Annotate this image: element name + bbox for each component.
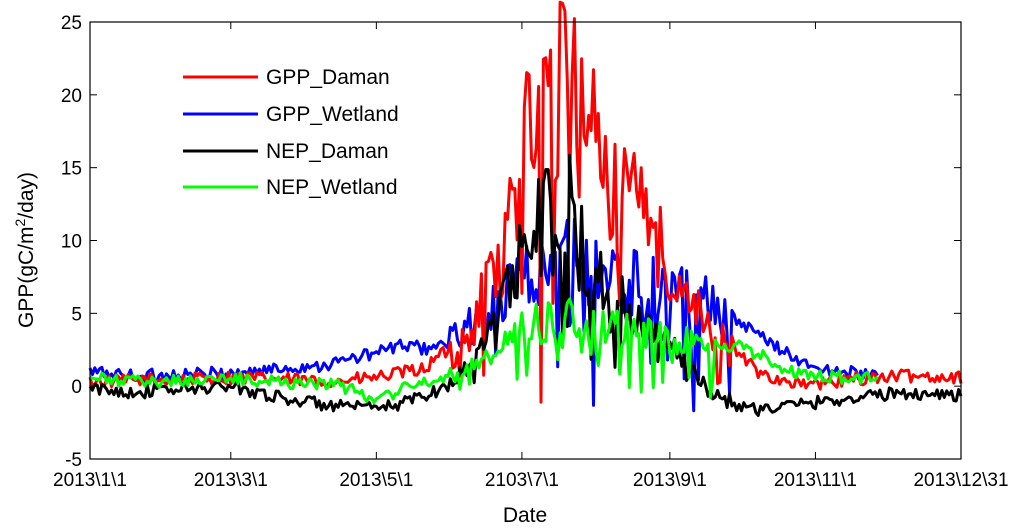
y-axis-label-main: GPP(gC/m <box>15 226 38 328</box>
y-tick-label: 20 <box>61 86 82 107</box>
y-axis-label-tail: /day) <box>15 172 38 219</box>
series-line-nep-daman <box>88 153 963 417</box>
x-tick-label: 2013\1\1 <box>53 470 127 491</box>
x-tick-label: 2013\5\1 <box>339 470 413 491</box>
y-tick-label: 15 <box>61 159 82 180</box>
legend-label-nep-wetland: NEP_Wetland <box>266 176 398 199</box>
x-tick-label: 2013\12\31 <box>913 470 1008 491</box>
y-tick-label: 10 <box>61 232 82 253</box>
legend-label-gpp-wetland: GPP_Wetland <box>266 103 399 126</box>
x-tick-label: 2013\9\1 <box>633 470 707 491</box>
y-axis: -5 0 5 10 15 20 25 <box>61 13 961 471</box>
legend-label-gpp-daman: GPP_Daman <box>266 66 390 89</box>
series-line-nep-wetland <box>89 297 879 405</box>
legend-label-nep-daman: NEP_Daman <box>266 140 389 163</box>
series-lines <box>88 0 963 417</box>
y-tick-label: -5 <box>65 450 82 471</box>
y-tick-label: 5 <box>71 304 82 325</box>
x-tick-label: 2013\11\1 <box>774 470 857 491</box>
x-tick-label: 2103\7\1 <box>485 470 559 491</box>
y-tick-label: 0 <box>71 377 82 398</box>
legend: GPP_Daman GPP_Wetland NEP_Daman NEP_Wetl… <box>183 66 399 199</box>
y-tick-label: 25 <box>61 13 82 34</box>
y-axis-label-superscript: 2 <box>12 218 28 226</box>
y-axis-label: GPP(gC/m2/day) <box>12 172 38 328</box>
x-axis: 2013\1\1 2013\3\1 2013\5\1 2103\7\1 2013\9\1… <box>53 22 1009 491</box>
x-axis-label: Date <box>503 504 547 527</box>
x-tick-label: 2013\3\1 <box>194 470 268 491</box>
